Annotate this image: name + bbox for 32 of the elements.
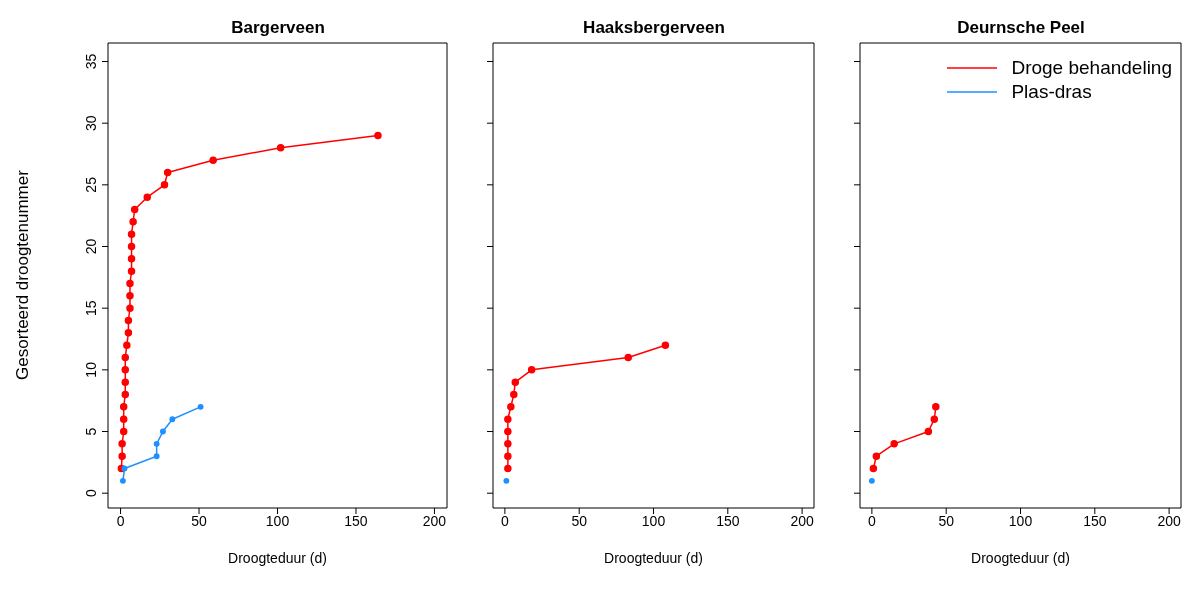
y-tick-label: 20: [83, 238, 99, 255]
chart-title: Bargerveen: [230, 18, 326, 38]
y-tick-label: 5: [83, 427, 99, 436]
x-axis-title: Droogteduur (d): [971, 549, 1070, 566]
y-tick-label: 35: [83, 53, 99, 70]
x-tick-label: 100: [1008, 512, 1033, 529]
x-tick-label: 200: [422, 512, 447, 529]
x-tick-label: 0: [500, 512, 509, 529]
x-tick-label: 150: [1083, 512, 1107, 529]
x-tick-label: 150: [344, 512, 368, 529]
x-tick-label: 50: [571, 512, 588, 529]
legend-label: Plas-dras: [1011, 80, 1092, 104]
x-tick-label: 0: [867, 512, 876, 529]
y-tick-label: 10: [83, 361, 99, 378]
x-axis-title: Droogteduur (d): [228, 549, 327, 566]
x-tick-label: 0: [116, 512, 125, 529]
y-tick-label: 15: [83, 300, 99, 316]
x-tick-label: 200: [790, 512, 814, 529]
x-tick-label: 150: [716, 512, 740, 529]
x-tick-label: 50: [191, 512, 208, 529]
chart-title: Deurnsche Peel: [956, 18, 1086, 38]
x-tick-label: 200: [1157, 512, 1181, 529]
x-tick-label: 100: [265, 512, 290, 529]
y-tick-label: 0: [83, 489, 99, 498]
x-tick-label: 50: [938, 512, 955, 529]
x-axis-title: Droogteduur (d): [604, 549, 703, 566]
x-tick-label: 100: [641, 512, 666, 529]
legend-label: Droge behandeling: [1011, 56, 1172, 80]
y-tick-label: 25: [83, 176, 99, 193]
y-tick-label: 30: [83, 115, 99, 131]
y-axis-title: Gesorteerd droogtenummer: [13, 170, 33, 380]
chart-title: Haaksbergerveen: [582, 18, 726, 38]
